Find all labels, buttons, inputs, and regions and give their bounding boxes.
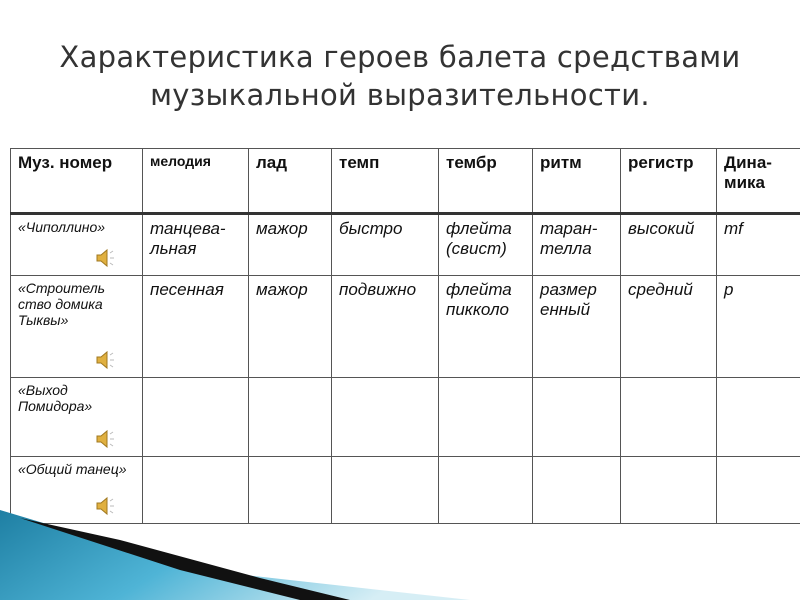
decorative-swoosh [0,510,470,600]
table-cell: быстро [331,213,439,276]
table-cell: средний [620,275,717,378]
piece-name-cell: «Строитель ство домика Тыквы» [10,275,143,378]
table-row: «Строитель ство домика Тыквы» песенная маж… [10,275,800,378]
piece-name: «Общий танец» [18,461,127,477]
table-cell [620,377,717,457]
table-cell: подвижно [331,275,439,378]
slide-title: Характеристика героев балета средствами … [0,38,800,114]
table-cell: песенная [142,275,249,378]
table-row: «Чиполлино» танцева-льная мажор быстро флейт… [10,213,800,276]
table-cell [142,377,249,457]
speaker-sound-icon[interactable] [94,247,116,269]
characteristics-table: Муз. номер мелодия лад темп тембр ритм р… [10,148,800,524]
table-cell: размер енный [532,275,621,378]
piece-name: «Выход Помидора» [18,382,93,414]
piece-name: «Чиполлино» [18,219,106,235]
table-cell: флейта пикколо [438,275,533,378]
piece-name-cell: «Чиполлино» [10,213,143,276]
table-cell: флейта (свист) [438,213,533,276]
speaker-sound-icon[interactable] [94,349,116,371]
table-cell [620,456,717,524]
header-cell: ритм [532,148,621,215]
table-cell [716,456,800,524]
header-cell: лад [248,148,332,215]
table-cell: высокий [620,213,717,276]
header-cell: регистр [620,148,717,215]
header-cell: темп [331,148,439,215]
table-cell: таран-телла [532,213,621,276]
speaker-sound-icon[interactable] [94,495,116,517]
table-cell [716,377,800,457]
piece-name-cell: «Выход Помидора» [10,377,143,457]
table-cell: мажор [248,275,332,378]
piece-name: «Строитель ство домика Тыквы» [18,280,106,328]
header-cell: тембр [438,148,533,215]
table-cell: мажор [248,213,332,276]
table-cell: танцева-льная [142,213,249,276]
table-cell [532,377,621,457]
header-row: Муз. номер мелодия лад темп тембр ритм р… [10,148,800,215]
table-cell: mf [716,213,800,276]
table-row: «Общий танец» [10,456,800,524]
table-cell [248,377,332,457]
header-cell: Дина-мика [716,148,800,215]
table-cell [142,456,249,524]
piece-name-cell: «Общий танец» [10,456,143,524]
table-cell [331,377,439,457]
title-line-1: Характеристика героев балета средствами [59,40,741,74]
table-cell: p [716,275,800,378]
speaker-sound-icon[interactable] [94,428,116,450]
table-row: «Выход Помидора» [10,377,800,457]
table-cell [248,456,332,524]
header-cell: Муз. номер [10,148,143,215]
title-line-2: музыкальной выразительности. [150,78,650,112]
table-cell [438,377,533,457]
header-cell: мелодия [142,148,249,215]
